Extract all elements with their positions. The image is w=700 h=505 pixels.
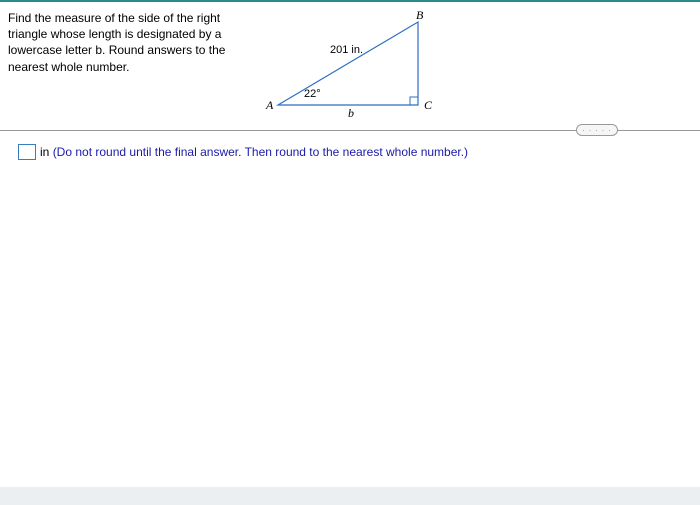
- question-text: Find the measure of the side of the righ…: [8, 10, 238, 120]
- vertex-c-label: C: [424, 98, 432, 113]
- triangle-diagram: A B C b 201 in. 22°: [238, 10, 518, 120]
- vertex-b-label: B: [416, 8, 423, 23]
- angle-label: 22°: [304, 88, 321, 100]
- triangle-shape: [278, 22, 418, 105]
- right-angle-mark: [410, 97, 418, 105]
- triangle-svg: [238, 10, 518, 120]
- divider-row: . . . . .: [0, 124, 700, 138]
- answer-unit: in (Do not round until the final answer.…: [40, 145, 468, 159]
- vertex-a-label: A: [266, 98, 273, 113]
- answer-row: in (Do not round until the final answer.…: [0, 138, 700, 160]
- unit-text: in: [40, 145, 49, 159]
- hypotenuse-label: 201 in.: [330, 44, 363, 56]
- answer-hint: (Do not round until the final answer. Th…: [53, 145, 468, 159]
- bottom-bar: [0, 487, 700, 505]
- expand-pill[interactable]: . . . . .: [576, 124, 618, 136]
- side-b-label: b: [348, 106, 354, 121]
- question-area: Find the measure of the side of the righ…: [0, 2, 700, 120]
- answer-input[interactable]: [18, 144, 36, 160]
